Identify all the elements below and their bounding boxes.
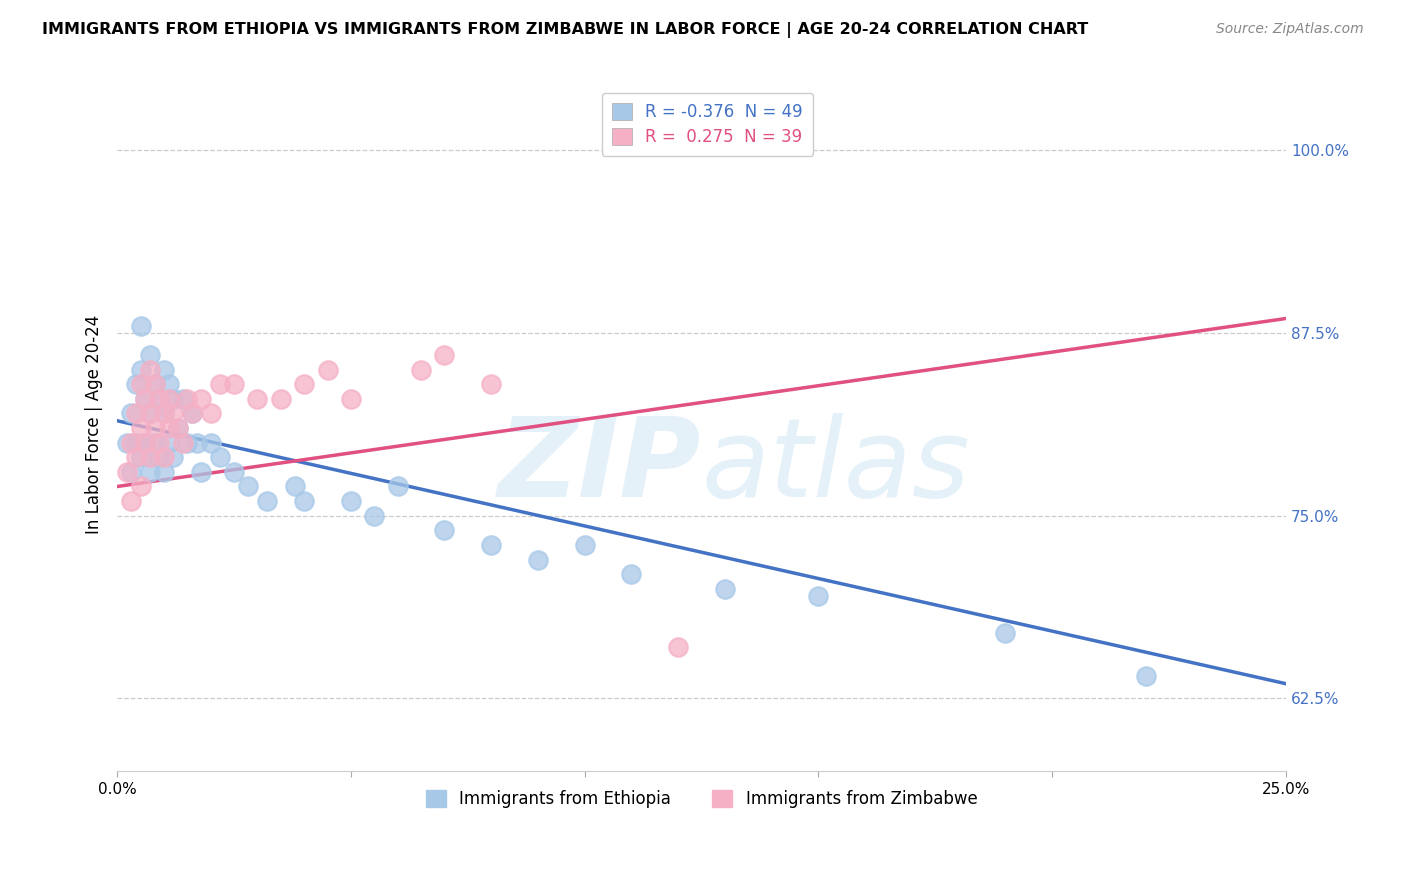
Point <box>125 377 148 392</box>
Point <box>153 407 176 421</box>
Point <box>807 589 830 603</box>
Point <box>340 392 363 406</box>
Point <box>176 435 198 450</box>
Point <box>292 377 315 392</box>
Point <box>153 450 176 465</box>
Point <box>363 508 385 523</box>
Point <box>162 450 184 465</box>
Point <box>115 435 138 450</box>
Point <box>139 465 162 479</box>
Point <box>120 407 142 421</box>
Point <box>129 479 152 493</box>
Point <box>129 421 152 435</box>
Point <box>134 392 156 406</box>
Point <box>153 407 176 421</box>
Point <box>172 392 194 406</box>
Point <box>153 362 176 376</box>
Point <box>574 538 596 552</box>
Point <box>190 465 212 479</box>
Point <box>125 450 148 465</box>
Point <box>143 421 166 435</box>
Point <box>666 640 689 655</box>
Text: ZIP: ZIP <box>498 412 702 519</box>
Point <box>209 450 232 465</box>
Text: Source: ZipAtlas.com: Source: ZipAtlas.com <box>1216 22 1364 37</box>
Y-axis label: In Labor Force | Age 20-24: In Labor Force | Age 20-24 <box>86 315 103 534</box>
Point <box>157 392 180 406</box>
Point <box>129 377 152 392</box>
Point <box>176 392 198 406</box>
Point <box>143 377 166 392</box>
Point <box>139 407 162 421</box>
Point <box>200 435 222 450</box>
Point <box>120 435 142 450</box>
Point <box>994 625 1017 640</box>
Text: IMMIGRANTS FROM ETHIOPIA VS IMMIGRANTS FROM ZIMBABWE IN LABOR FORCE | AGE 20-24 : IMMIGRANTS FROM ETHIOPIA VS IMMIGRANTS F… <box>42 22 1088 38</box>
Point <box>162 392 184 406</box>
Point <box>129 362 152 376</box>
Point <box>292 494 315 508</box>
Point <box>222 465 245 479</box>
Point <box>139 348 162 362</box>
Point <box>157 421 180 435</box>
Point <box>527 552 550 566</box>
Point <box>246 392 269 406</box>
Point <box>714 582 737 596</box>
Point <box>162 407 184 421</box>
Point <box>139 450 162 465</box>
Point <box>236 479 259 493</box>
Point <box>129 450 152 465</box>
Point <box>479 377 502 392</box>
Point <box>1135 669 1157 683</box>
Point <box>148 435 170 450</box>
Point <box>153 465 176 479</box>
Point <box>200 407 222 421</box>
Point <box>479 538 502 552</box>
Point <box>139 362 162 376</box>
Point <box>433 524 456 538</box>
Legend: Immigrants from Ethiopia, Immigrants from Zimbabwe: Immigrants from Ethiopia, Immigrants fro… <box>419 783 984 815</box>
Point <box>172 435 194 450</box>
Point <box>115 465 138 479</box>
Point <box>190 392 212 406</box>
Point <box>256 494 278 508</box>
Point <box>387 479 409 493</box>
Text: atlas: atlas <box>702 412 970 519</box>
Point <box>270 392 292 406</box>
Point <box>143 377 166 392</box>
Point <box>316 362 339 376</box>
Point <box>134 392 156 406</box>
Point <box>167 421 190 435</box>
Point <box>120 494 142 508</box>
Point <box>157 435 180 450</box>
Point <box>157 377 180 392</box>
Point <box>181 407 204 421</box>
Point <box>125 435 148 450</box>
Point <box>340 494 363 508</box>
Point <box>148 450 170 465</box>
Point <box>284 479 307 493</box>
Point <box>433 348 456 362</box>
Point <box>148 392 170 406</box>
Point <box>134 435 156 450</box>
Point <box>209 377 232 392</box>
Point <box>120 465 142 479</box>
Point <box>409 362 432 376</box>
Point <box>181 407 204 421</box>
Point <box>134 435 156 450</box>
Point <box>186 435 208 450</box>
Point <box>139 407 162 421</box>
Point <box>620 567 643 582</box>
Point <box>167 421 190 435</box>
Point <box>148 392 170 406</box>
Point <box>125 407 148 421</box>
Point <box>222 377 245 392</box>
Point <box>143 435 166 450</box>
Point <box>129 318 152 333</box>
